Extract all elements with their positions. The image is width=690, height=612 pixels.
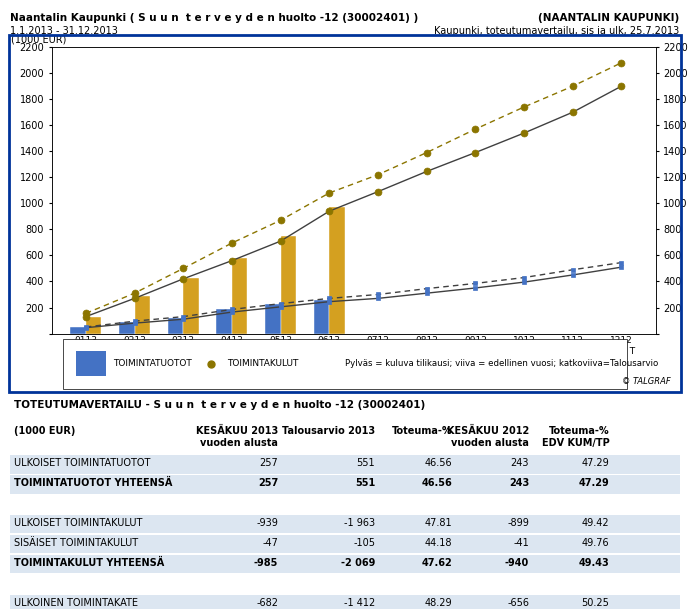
Text: 44.18: 44.18 — [424, 538, 452, 548]
Bar — [232, 258, 248, 334]
Text: KESÄKUU 2012
vuoden alusta: KESÄKUU 2012 vuoden alusta — [447, 426, 529, 448]
Text: Talousarvio 2013: Talousarvio 2013 — [282, 426, 375, 436]
Text: -41: -41 — [513, 538, 529, 548]
Text: TOIMINTATUOTOT: TOIMINTATUOTOT — [113, 359, 192, 368]
Bar — [168, 318, 184, 334]
FancyBboxPatch shape — [10, 515, 680, 534]
Text: -985: -985 — [254, 558, 278, 568]
Bar — [135, 296, 150, 334]
Text: -682: -682 — [256, 598, 278, 608]
Text: -656: -656 — [507, 598, 529, 608]
Text: 49.42: 49.42 — [582, 518, 609, 528]
Text: (1000 EUR): (1000 EUR) — [11, 34, 66, 44]
Text: 243: 243 — [509, 478, 529, 488]
Text: 48.29: 48.29 — [424, 598, 452, 608]
Text: 46.56: 46.56 — [422, 478, 452, 488]
Bar — [217, 310, 232, 334]
FancyBboxPatch shape — [76, 351, 106, 376]
Text: Naantalin Kaupunki ( S u u n  t e r v e y d e n huolto -12 (30002401) ): Naantalin Kaupunki ( S u u n t e r v e y… — [10, 13, 419, 23]
Text: -1 412: -1 412 — [344, 598, 375, 608]
Text: (1000 EUR): (1000 EUR) — [14, 426, 75, 436]
Text: KESÄKUU 2013
vuoden alusta: KESÄKUU 2013 vuoden alusta — [196, 426, 278, 448]
Text: SISÄISET TOIMINTAKULUT: SISÄISET TOIMINTAKULUT — [14, 538, 138, 548]
Text: TOIMINTAKULUT: TOIMINTAKULUT — [228, 359, 299, 368]
Text: 243: 243 — [511, 458, 529, 468]
Text: 49.76: 49.76 — [582, 538, 609, 548]
Text: Toteuma-%
EDV KUM/TP: Toteuma-% EDV KUM/TP — [542, 426, 609, 448]
Text: -2 069: -2 069 — [341, 558, 375, 568]
Bar — [329, 207, 345, 334]
FancyBboxPatch shape — [10, 455, 680, 474]
Text: 257: 257 — [258, 478, 278, 488]
Text: 551: 551 — [355, 478, 375, 488]
FancyBboxPatch shape — [10, 555, 680, 573]
FancyBboxPatch shape — [10, 535, 680, 553]
Text: -940: -940 — [505, 558, 529, 568]
Text: -939: -939 — [256, 518, 278, 528]
Text: -899: -899 — [507, 518, 529, 528]
Text: TOIMINTATUOTOT YHTEENSÄ: TOIMINTATUOTOT YHTEENSÄ — [14, 478, 172, 488]
Text: (NAANTALIN KAUPUNKI): (NAANTALIN KAUPUNKI) — [538, 13, 680, 23]
Text: 47.29: 47.29 — [582, 458, 609, 468]
FancyBboxPatch shape — [10, 476, 680, 493]
Text: ULKOISET TOIMINTATUOTOT: ULKOISET TOIMINTATUOTOT — [14, 458, 150, 468]
Bar — [86, 316, 101, 334]
Bar — [119, 322, 135, 334]
Text: TOTEUTUMAVERTAILU - S u u n  t e r v e y d e n huolto -12 (30002401): TOTEUTUMAVERTAILU - S u u n t e r v e y … — [14, 400, 425, 410]
Text: Pylväs = kuluva tilikausi; viiva = edellinen vuosi; katkoviiva=Talousarvio: Pylväs = kuluva tilikausi; viiva = edell… — [345, 359, 658, 368]
Text: © TALGRAF: © TALGRAF — [622, 377, 671, 386]
Bar — [184, 278, 199, 334]
Text: 49.43: 49.43 — [579, 558, 609, 568]
Text: -1 963: -1 963 — [344, 518, 375, 528]
Text: ULKOISET TOIMINTAKULUT: ULKOISET TOIMINTAKULUT — [14, 518, 142, 528]
Text: 47.81: 47.81 — [424, 518, 452, 528]
Text: -47: -47 — [262, 538, 278, 548]
Text: 47.62: 47.62 — [422, 558, 452, 568]
Text: 47.29: 47.29 — [579, 478, 609, 488]
FancyBboxPatch shape — [10, 595, 680, 612]
Text: 1.1.2013 - 31.12.2013: 1.1.2013 - 31.12.2013 — [10, 26, 118, 35]
Text: -105: -105 — [353, 538, 375, 548]
Bar — [70, 327, 86, 334]
Text: 46.56: 46.56 — [424, 458, 452, 468]
Text: Kaupunki, toteutumavertailu, sis ja ulk, 25.7.2013: Kaupunki, toteutumavertailu, sis ja ulk,… — [435, 26, 680, 35]
Bar — [265, 304, 281, 334]
Text: ULKOINEN TOIMINTAKATE: ULKOINEN TOIMINTAKATE — [14, 598, 138, 608]
Bar — [281, 236, 296, 334]
Text: 50.25: 50.25 — [582, 598, 609, 608]
Text: 257: 257 — [259, 458, 278, 468]
Text: Toteuma-%: Toteuma-% — [391, 426, 452, 436]
Text: 551: 551 — [357, 458, 375, 468]
Text: TOIMINTAKULUT YHTEENSÄ: TOIMINTAKULUT YHTEENSÄ — [14, 558, 164, 568]
Bar — [314, 300, 329, 334]
